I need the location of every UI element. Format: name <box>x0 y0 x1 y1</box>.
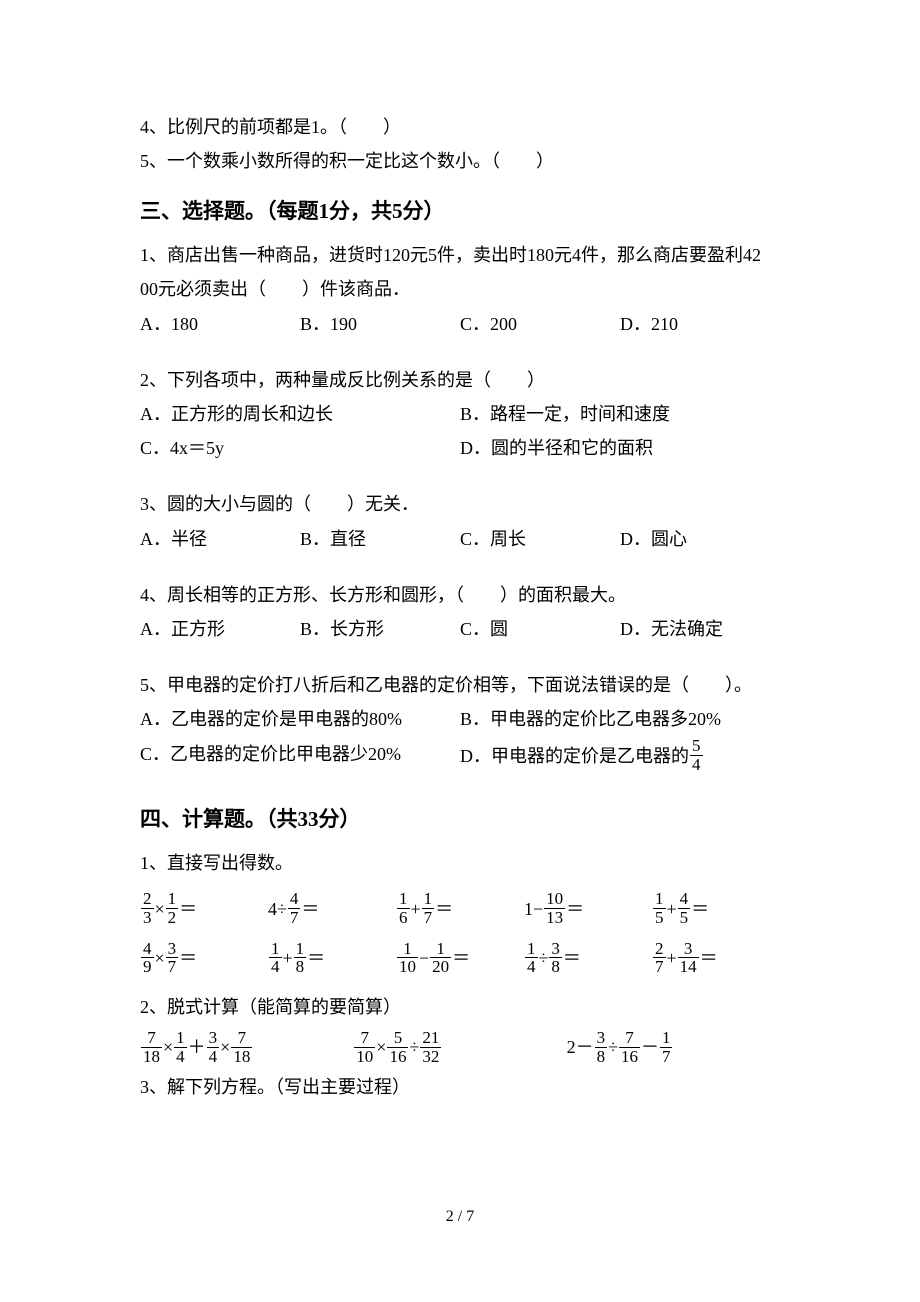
s3-q5-stem: 5、甲电器的定价打八折后和乙电器的定价相等，下面说法错误的是（ ）。 <box>140 668 780 702</box>
section3-title: 三、选择题。（每题1分，共5分） <box>140 192 780 232</box>
s3-q5-options-row1: A．乙电器的定价是甲电器的80% B．甲电器的定价比乙电器多20% <box>140 702 780 736</box>
s3-q4-optC: C．圆 <box>460 612 620 646</box>
s4-q2-cell-1: 710×516÷2132 <box>353 1024 566 1069</box>
section4-title: 四、计算题。（共33分） <box>140 800 780 840</box>
s3-q1-stem-b: 00元必须卖出（ ）件该商品． <box>140 272 780 306</box>
s2-q4: 4、比例尺的前项都是1。（ ） <box>140 110 780 144</box>
s3-q2-options-row1: A．正方形的周长和边长 B．路程一定，时间和速度 <box>140 397 780 431</box>
s3-q5-optD-frac: 54 <box>690 737 703 774</box>
s3-q5-options-row2: C．乙电器的定价比甲电器少20% D．甲电器的定价是乙电器的54 <box>140 737 780 774</box>
s3-q4-stem: 4、周长相等的正方形、长方形和圆形，（ ）的面积最大。 <box>140 578 780 612</box>
s4-q1-cell-3: 1−1013＝ <box>524 884 652 933</box>
s4-q1-cell-7: 110−120＝ <box>396 933 524 982</box>
s3-q5-optC: C．乙电器的定价比甲电器少20% <box>140 737 460 774</box>
s3-q1-optA: A．180 <box>140 307 300 341</box>
s3-q3-stem: 3、圆的大小与圆的（ ）无关． <box>140 487 780 521</box>
s3-q5-optA: A．乙电器的定价是甲电器的80% <box>140 702 460 736</box>
s3-q5-optB: B．甲电器的定价比乙电器多20% <box>460 702 780 736</box>
s4-q2-label: 2、脱式计算（能简算的要简算） <box>140 990 780 1024</box>
s3-q4-optB: B．长方形 <box>300 612 460 646</box>
s3-q1-stem-a: 1、商店出售一种商品，进货时120元5件，卖出时180元4件，那么商店要盈利42 <box>140 238 780 272</box>
s4-q1-cell-0: 23×12＝ <box>140 884 268 933</box>
s3-q4-optD: D．无法确定 <box>620 612 780 646</box>
s3-q3-optB: B．直径 <box>300 522 460 556</box>
s4-q1-cell-5: 49×37＝ <box>140 933 268 982</box>
s3-q5-optD-prefix: D．甲电器的定价是乙电器的 <box>460 745 689 765</box>
s3-q3-options: A．半径 B．直径 C．周长 D．圆心 <box>140 522 780 556</box>
s3-q1-options: A．180 B．190 C．200 D．210 <box>140 307 780 341</box>
s3-q2-optC: C．4x＝5y <box>140 431 460 465</box>
s3-q2-optB: B．路程一定，时间和速度 <box>460 397 780 431</box>
s4-q1-cell-4: 15+45＝ <box>652 884 780 933</box>
s3-q3-optA: A．半径 <box>140 522 300 556</box>
s3-q2-options-row2: C．4x＝5y D．圆的半径和它的面积 <box>140 431 780 465</box>
exam-page: 4、比例尺的前项都是1。（ ） 5、一个数乘小数所得的积一定比这个数小。（ ） … <box>0 0 920 1302</box>
s3-q2-optA: A．正方形的周长和边长 <box>140 397 460 431</box>
s3-q1-optC: C．200 <box>460 307 620 341</box>
s4-q1-cell-9: 27+314＝ <box>652 933 780 982</box>
s3-q4-options: A．正方形 B．长方形 C．圆 D．无法确定 <box>140 612 780 646</box>
s4-q1-cell-1: 4÷47＝ <box>268 884 396 933</box>
s4-q1-label: 1、直接写出得数。 <box>140 846 780 880</box>
s3-q1-optD: D．210 <box>620 307 780 341</box>
s3-q3-optC: C．周长 <box>460 522 620 556</box>
s3-q5-optD: D．甲电器的定价是乙电器的54 <box>460 737 780 774</box>
s4-q1-cell-2: 16+17＝ <box>396 884 524 933</box>
s4-q2-cell-0: 718×14＋34×718 <box>140 1024 353 1069</box>
s3-q1-optB: B．190 <box>300 307 460 341</box>
s4-q1-cell-8: 14÷38＝ <box>524 933 652 982</box>
s4-q1-cell-6: 14+18＝ <box>268 933 396 982</box>
s4-q3-label: 3、解下列方程。（写出主要过程） <box>140 1070 780 1104</box>
s3-q3-optD: D．圆心 <box>620 522 780 556</box>
s4-q1-grid: 23×12＝4÷47＝16+17＝1−1013＝15+45＝ 49×37＝14+1… <box>140 884 780 982</box>
page-number: 2 / 7 <box>0 1202 920 1232</box>
s3-q4-optA: A．正方形 <box>140 612 300 646</box>
s3-q2-optD: D．圆的半径和它的面积 <box>460 431 780 465</box>
s3-q2-stem: 2、下列各项中，两种量成反比例关系的是（ ） <box>140 363 780 397</box>
s4-q2-cell-2: 2－38÷716－17 <box>567 1024 780 1069</box>
s4-q2-grid: 718×14＋34×718710×516÷21322－38÷716－17 <box>140 1024 780 1069</box>
s2-q5: 5、一个数乘小数所得的积一定比这个数小。（ ） <box>140 144 780 178</box>
